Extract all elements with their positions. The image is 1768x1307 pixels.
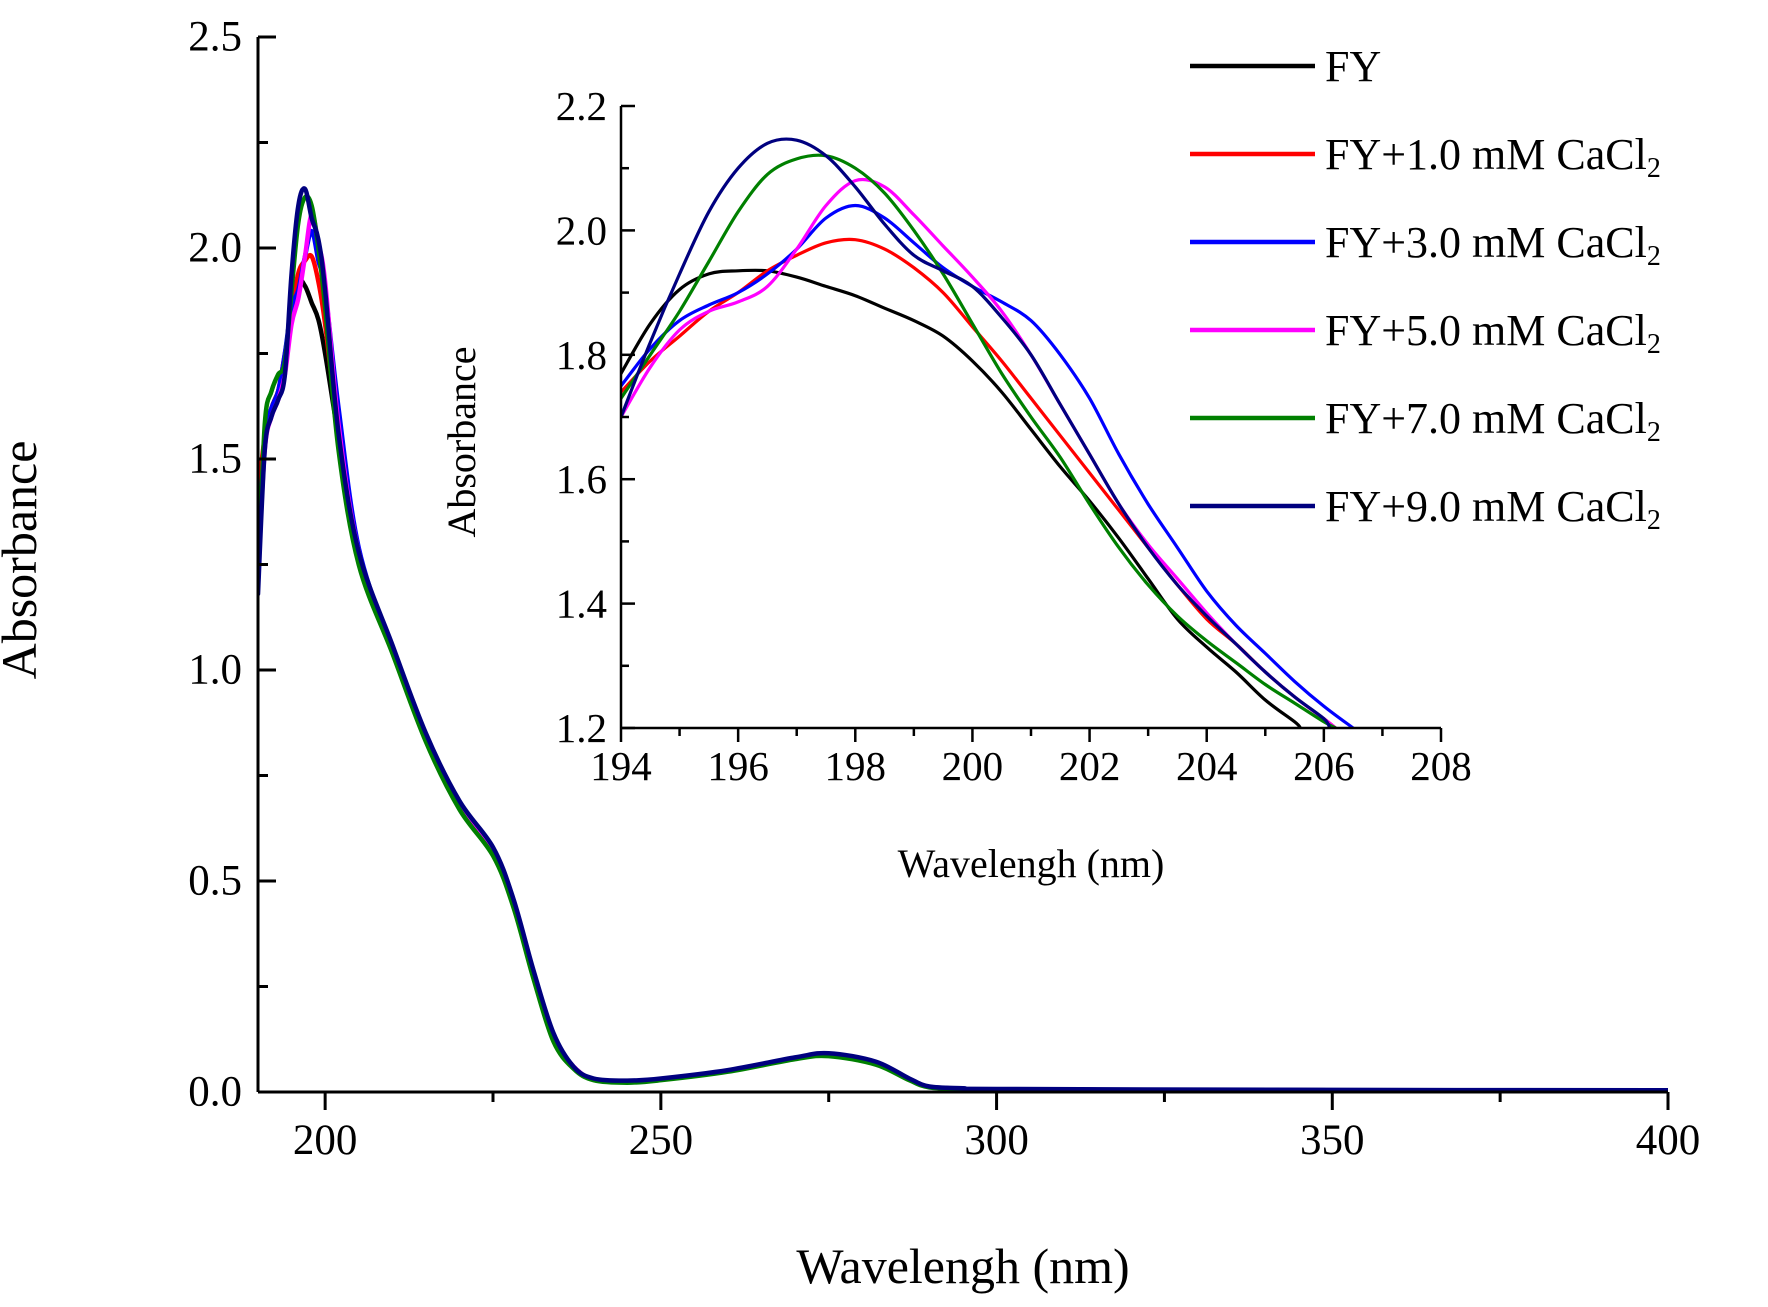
main-x-tick-label-2: 300	[964, 1117, 1029, 1164]
inset-y-tick-label-3: 1.8	[556, 332, 607, 378]
legend-label-text-3: FY+5.0 mM CaCl	[1325, 306, 1647, 355]
main-y-tick-label-4: 2.0	[188, 225, 242, 272]
inset-x-tick-label-5: 204	[1176, 743, 1238, 789]
legend-label-0: FY	[1325, 42, 1381, 91]
inset-y-tick-label-4: 2.0	[556, 207, 607, 253]
main-x-tick-label-3: 350	[1300, 1117, 1365, 1164]
legend-label-text-5: FY+9.0 mM CaCl	[1325, 482, 1647, 531]
main-y-tick-label-1: 0.5	[188, 858, 242, 905]
inset-plot: 194 196 198 200 202 204 206 208 1.2 1.4 1.6 1.8 2.0 2…	[439, 83, 1472, 886]
inset-series-line-5	[621, 137, 1332, 728]
main-y-tick-label-2: 1.0	[188, 647, 242, 694]
inset-y-tick-label-5: 2.2	[556, 83, 607, 129]
main-x-axis-title: Wavelengh (nm)	[796, 1238, 1129, 1294]
main-series	[258, 186, 1668, 1092]
legend-label-text-1: FY+1.0 mM CaCl	[1325, 130, 1647, 179]
main-x-tick-label-4: 400	[1636, 1117, 1701, 1164]
main-x-tick-label-1: 250	[629, 1117, 694, 1164]
inset-x-tick-label-7: 208	[1410, 743, 1472, 789]
legend-label-subscript-1: 2	[1647, 153, 1661, 184]
legend-label-text-2: FY+3.0 mM CaCl	[1325, 218, 1647, 267]
inset-series-line-4	[621, 153, 1338, 728]
legend-label-4: FY+7.0 mM CaCl2	[1325, 394, 1661, 448]
legend-label-subscript-3: 2	[1647, 329, 1661, 360]
main-plot: 200 250 300 350 400 0.0 0.5 1.0 1.5 2.0 2.5 Wavelen…	[0, 14, 1700, 1295]
inset-series-line-3	[621, 177, 1338, 728]
main-y-tick-label-5: 2.5	[188, 14, 242, 61]
inset-x-tick-label-1: 196	[707, 743, 769, 789]
legend-label-text-0: FY	[1325, 42, 1381, 91]
inset-y-axis-title: Absorbance	[439, 346, 484, 537]
legend-label-text-4: FY+7.0 mM CaCl	[1325, 394, 1647, 443]
inset-series-line-1	[621, 237, 1338, 728]
legend-label-subscript-2: 2	[1647, 241, 1661, 272]
inset-y-tick-label-0: 1.2	[556, 705, 607, 751]
inset-x-tick-label-3: 200	[942, 743, 1004, 789]
inset-series-line-0	[621, 268, 1302, 728]
legend-label-subscript-4: 2	[1647, 417, 1661, 448]
main-y-tick-label-3: 1.5	[188, 436, 242, 483]
inset-x-tick-label-0: 194	[590, 743, 652, 789]
legend-label-subscript-5: 2	[1647, 505, 1661, 536]
main-series-line-5	[258, 186, 1668, 1092]
legend-label-5: FY+9.0 mM CaCl2	[1325, 482, 1661, 536]
inset-x-tick-label-6: 206	[1293, 743, 1355, 789]
main-x-tick-label-0: 200	[293, 1117, 358, 1164]
inset-x-axis-title: Wavelengh (nm)	[898, 841, 1165, 886]
main-y-axis-title: Absorbance	[0, 441, 47, 680]
inset-y-tick-label-1: 1.4	[556, 581, 607, 627]
main-y-tick-label-0: 0.0	[188, 1069, 242, 1116]
legend-label-2: FY+3.0 mM CaCl2	[1325, 218, 1661, 272]
inset-x-tick-label-4: 202	[1059, 743, 1121, 789]
inset-y-tick-label-2: 1.6	[556, 456, 607, 502]
inset-series	[621, 137, 1355, 728]
legend-label-1: FY+1.0 mM CaCl2	[1325, 130, 1661, 184]
inset-x-tick-label-2: 198	[825, 743, 887, 789]
legend-label-3: FY+5.0 mM CaCl2	[1325, 306, 1661, 360]
